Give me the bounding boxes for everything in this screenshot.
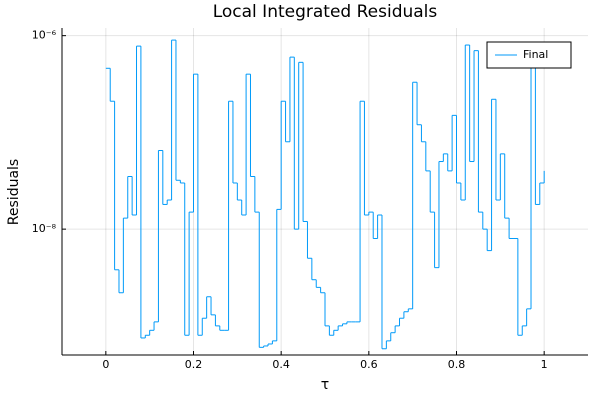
x-tick-label: 0.2: [185, 358, 203, 371]
x-tick-label: 0.4: [272, 358, 290, 371]
step-riser: [109, 40, 545, 349]
series: [105, 39, 545, 350]
y-axis-label: Residuals: [6, 159, 22, 225]
x-tick-label: 0.8: [448, 358, 466, 371]
y-tick-label: 10⁻⁸: [32, 222, 57, 235]
legend-label: Final: [523, 48, 548, 61]
x-axis-label: τ: [321, 377, 329, 393]
y-tick-label: 10⁻⁶: [32, 29, 57, 42]
x-tick-label: 0.6: [360, 358, 378, 371]
x-tick-label: 1: [541, 358, 548, 371]
chart-title: Local Integrated Residuals: [213, 2, 438, 22]
x-tick-label: 0: [102, 358, 109, 371]
